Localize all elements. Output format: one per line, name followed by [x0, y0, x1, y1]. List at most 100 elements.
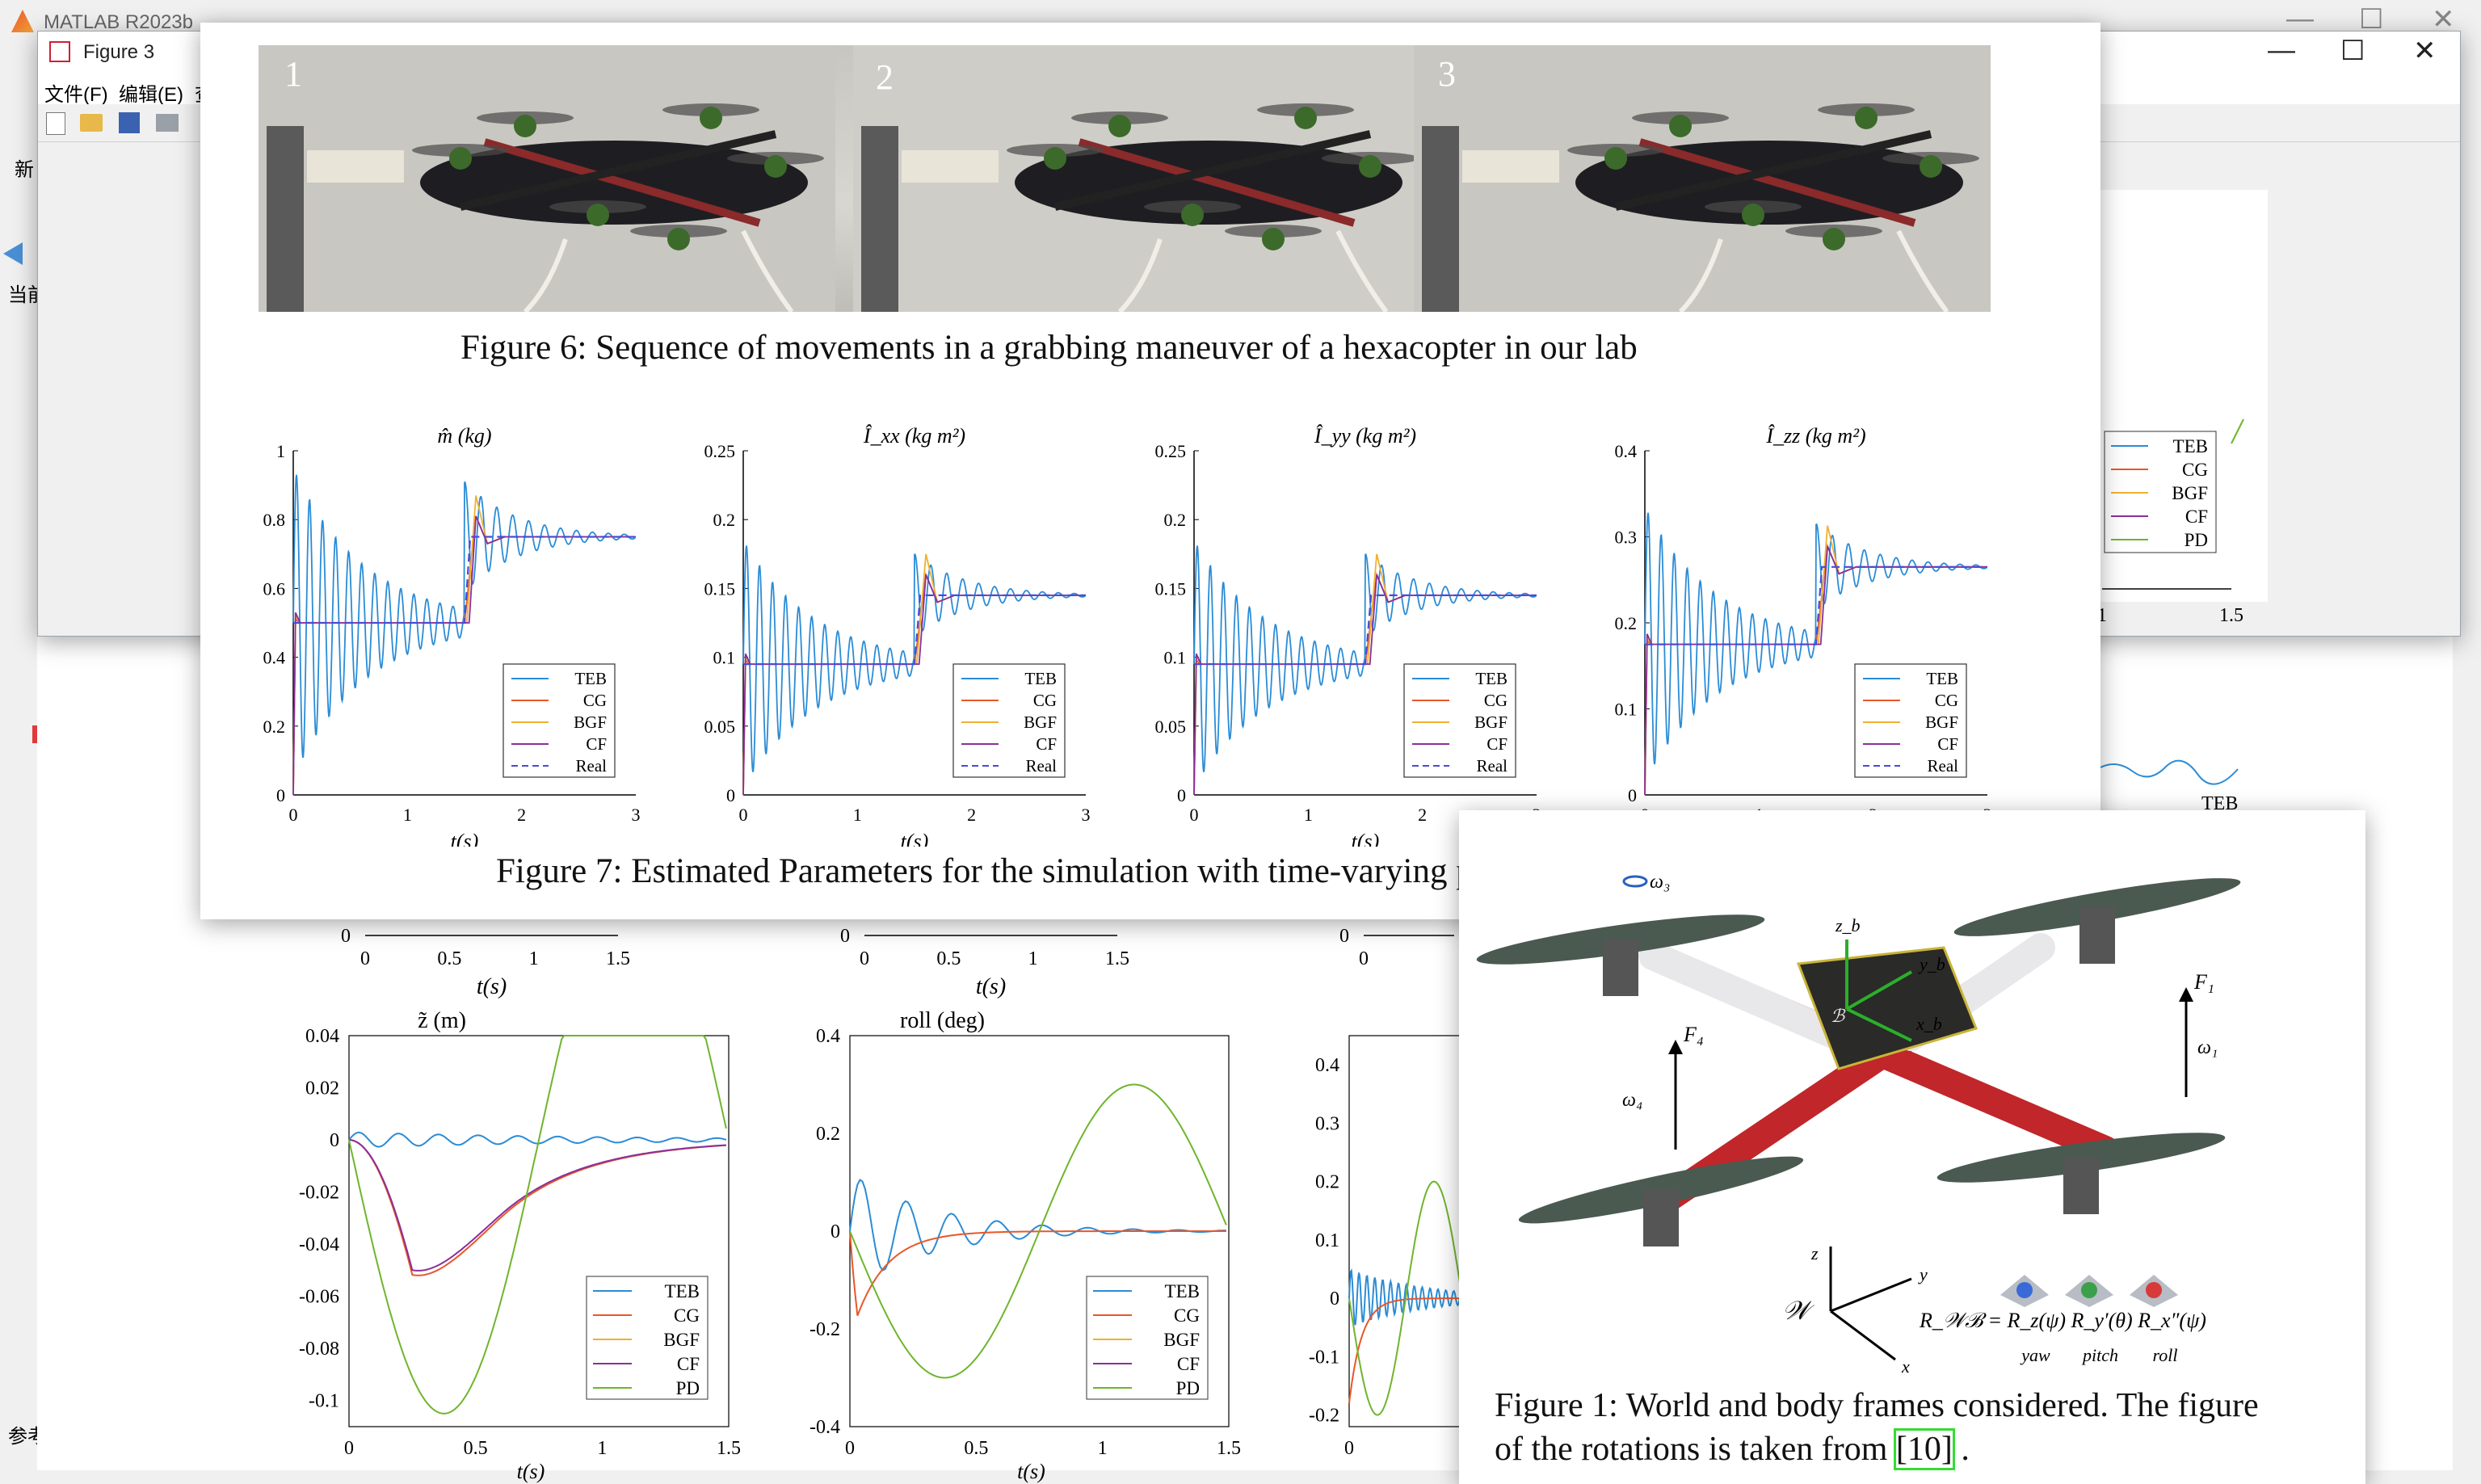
landing-gear [1678, 229, 1949, 312]
legend-label: BGF [2172, 483, 2208, 503]
y-tick-label: -0.02 [299, 1183, 339, 1204]
motor [1603, 940, 1638, 996]
legend-label: CG [583, 691, 607, 710]
series-teb [1644, 512, 1987, 765]
rotation-icon-dot [2016, 1282, 2033, 1298]
menu-file[interactable]: 文件(F) [44, 84, 108, 106]
series-teb [1193, 545, 1537, 772]
series-real [743, 594, 1086, 666]
figure3-minimize-button[interactable]: — [2268, 35, 2295, 65]
legend-label: BGF [1474, 713, 1508, 732]
x-axis-label: t(s) [451, 830, 479, 847]
figure3-close-button[interactable]: ✕ [2413, 36, 2437, 66]
y-tick-label: 0.04 [305, 1026, 339, 1047]
x-tick-label: 1.5 [1217, 1438, 1241, 1459]
legend-label: BGF [1163, 1330, 1200, 1350]
world-frame-label: 𝒲 [1782, 1296, 1815, 1325]
rotation-formula: R_𝒲ℬ = R_z(ψ) R_y′(θ) R_x″(ψ) [1919, 1309, 2206, 1332]
estimated-parameter-charts: m̂ (kg)00.20.40.60.810 1 2 3t(s)TEBCGBGFCFR… [263, 424, 1992, 847]
rotation-arrow [1622, 875, 1648, 888]
menu-edit[interactable]: 编辑(E) [119, 84, 183, 106]
chart-title: Î_yy (kg m²) [1314, 424, 1416, 448]
figure-icon [49, 41, 70, 62]
legend-box [1086, 1276, 1209, 1400]
x-tick-label: 2 [517, 805, 526, 825]
matlab-minimize-button[interactable]: — [2286, 3, 2314, 34]
matlab-close-button[interactable]: ✕ [2432, 4, 2455, 35]
chart-title: Î_xx (kg m²) [863, 424, 965, 448]
motor [764, 155, 787, 178]
y-tick-label: 0.8 [263, 510, 286, 530]
y-tick-label: 0.3 [1315, 1113, 1339, 1134]
figure3-maximize-button[interactable]: ☐ [2340, 36, 2365, 66]
y-tick-label: 0.4 [1315, 1055, 1339, 1076]
motor [1604, 147, 1627, 170]
x-tick-label: 2 [1418, 805, 1427, 825]
plot-title: roll (deg) [900, 1008, 985, 1033]
citation-link-10[interactable]: [10] [1893, 1428, 1955, 1470]
motor [1181, 204, 1204, 226]
gripper-arm [307, 150, 404, 183]
y-tick-label: 0.2 [263, 717, 286, 737]
series-cg [849, 1230, 1226, 1317]
y-tick-label: -0.2 [1309, 1406, 1339, 1427]
motor [1044, 147, 1066, 170]
y-tick-label: 0.3 [1615, 528, 1638, 548]
chart-title: m̂ (kg) [437, 424, 491, 448]
arrowhead [2179, 987, 2193, 1002]
legend-label: CF [2185, 507, 2208, 527]
gripper-stand [267, 126, 304, 312]
series-cf [1644, 545, 1987, 796]
legend-label: Real [1928, 756, 1959, 776]
series-pd [1348, 1180, 1463, 1416]
back-arrow-icon[interactable] [3, 242, 23, 265]
new-figure-icon[interactable] [46, 112, 65, 135]
legend-label: BGF [663, 1330, 700, 1350]
legend-box [1854, 663, 1967, 778]
world-axis-x [1830, 1310, 1896, 1361]
x-tick-label: 0 [1359, 948, 1369, 969]
legend-label: CF [1937, 734, 1958, 754]
x-tick-label: 1 [853, 805, 862, 825]
x-axis-label: t(s) [1017, 1460, 1045, 1483]
legend-label: CG [674, 1305, 700, 1326]
quadrotor-illustration: F₁ ω₁ F₄ ω₄ ω₃ z_b y_b x_b ℬz y x 𝒲 R_𝒲ℬ = R_z(ψ) R_… [1476, 872, 2241, 1376]
motor [1108, 115, 1131, 137]
save-icon[interactable] [119, 112, 140, 133]
arrowhead [1668, 1040, 1683, 1054]
legend-box [1403, 663, 1516, 778]
rotation-label: pitch [2081, 1345, 2118, 1365]
matlab-maximize-button[interactable]: ☐ [2359, 4, 2384, 35]
print-icon[interactable] [156, 114, 179, 132]
photo-frame-label-1: 1 [284, 54, 302, 94]
force-label: F₁ [2193, 970, 2214, 994]
legend-label: TEB [1926, 669, 1958, 688]
y-tick-label: 0.05 [704, 717, 736, 737]
legend-label: BGF [1925, 713, 1958, 732]
figure1-caption-text: of the rotations is taken from [1495, 1431, 1896, 1468]
legend-label: CF [1486, 734, 1508, 754]
body-axis-label: x_b [1915, 1014, 1942, 1034]
y-tick-label: 0.02 [305, 1078, 339, 1099]
x-tick-label: 1 [403, 805, 412, 825]
y-tick-label: 0 [276, 785, 285, 805]
legend-label: BGF [1024, 713, 1057, 732]
body-frame-label: ℬ [1831, 1006, 1846, 1026]
motor [1643, 1190, 1679, 1246]
y-tick-label: 0.25 [1155, 441, 1187, 461]
plot-title: z̃ (m) [418, 1008, 466, 1033]
figure1-caption-line2: of the rotations is taken from [10] . [1495, 1427, 2259, 1471]
x-tick-label: 1 [1098, 1438, 1108, 1459]
legend-box [586, 1276, 709, 1400]
figure7-caption: Figure 7: Estimated Parameters for the s… [496, 852, 1608, 890]
y-tick-label: 0 [1628, 785, 1637, 805]
y-tick-label: 0.1 [1164, 648, 1187, 668]
x-tick-label: 0 [289, 805, 298, 825]
x-tick-label: 1.5 [2219, 605, 2243, 626]
open-folder-icon[interactable] [80, 114, 103, 132]
legend-label: CF [1177, 1354, 1200, 1374]
x-tick-label: 3 [632, 805, 641, 825]
y-tick-label: 0 [341, 926, 351, 947]
x-tick-label: 1 [597, 1438, 607, 1459]
